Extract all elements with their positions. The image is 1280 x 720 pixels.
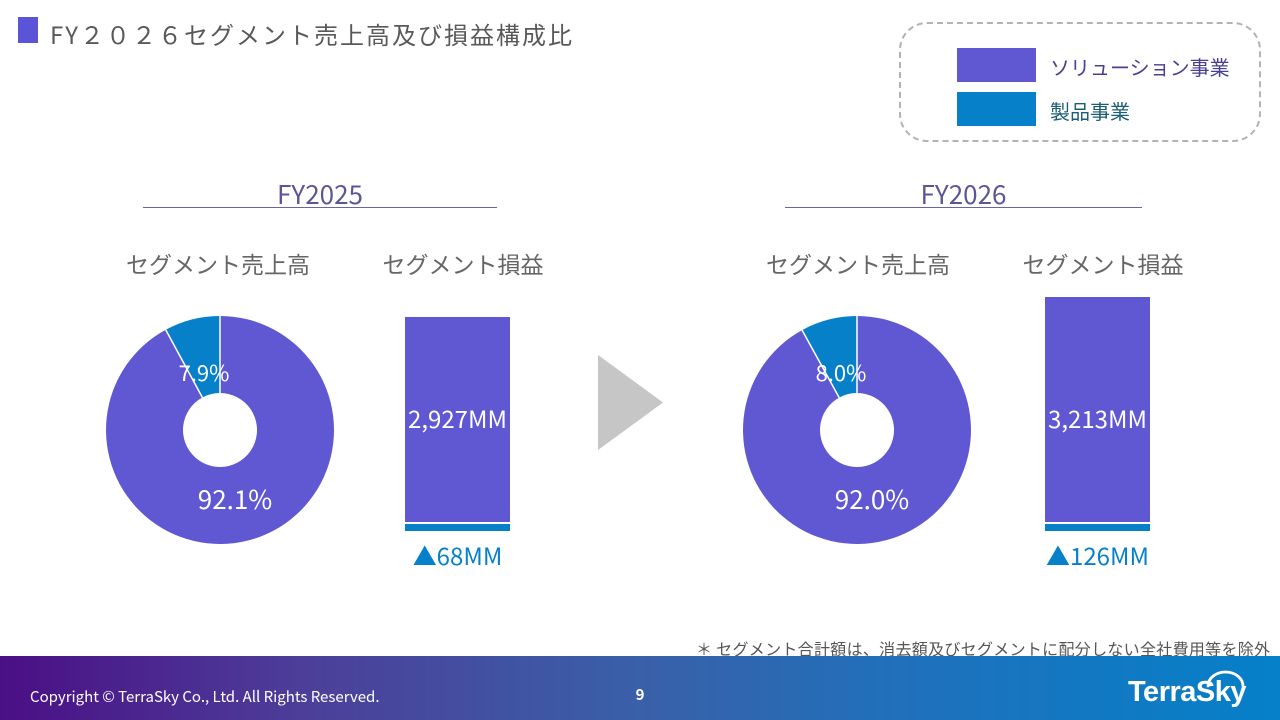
svg-text:TerraSky: TerraSky (1128, 676, 1246, 708)
svg-text:7.9%: 7.9% (179, 356, 230, 388)
svg-text:8.0%: 8.0% (816, 356, 867, 388)
svg-text:92.0%: 92.0% (835, 480, 909, 517)
svg-text:92.1%: 92.1% (198, 480, 272, 517)
